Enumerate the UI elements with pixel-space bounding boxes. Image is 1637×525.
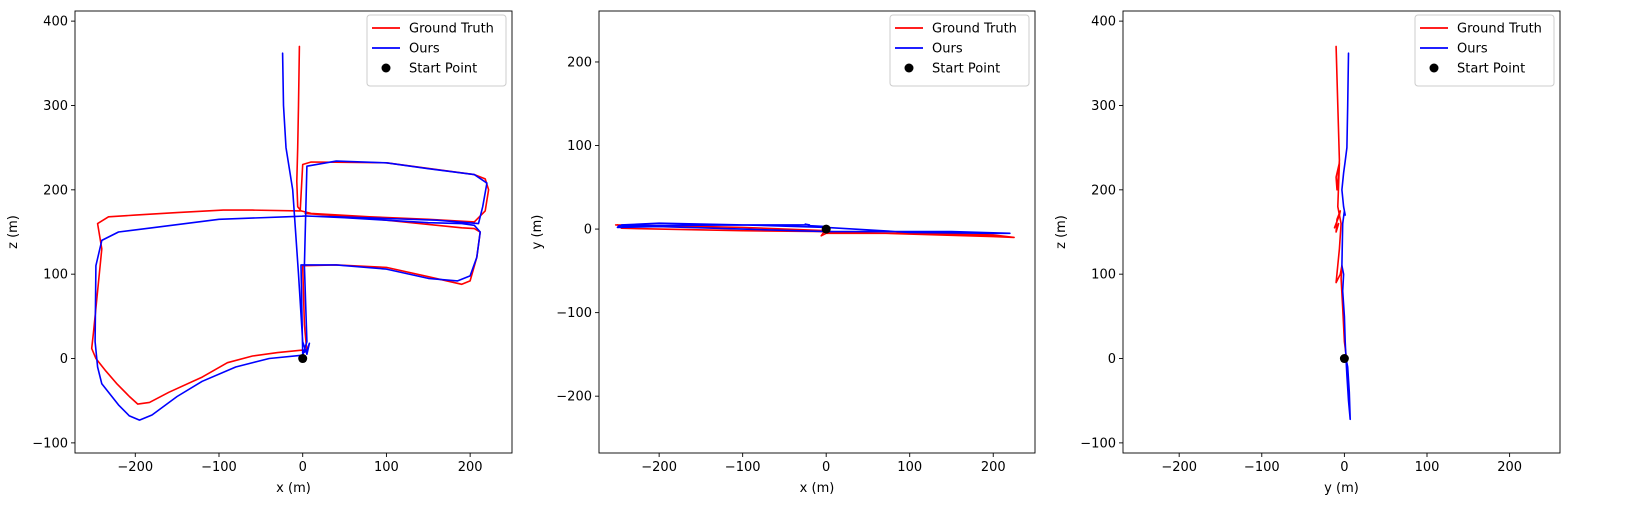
start-point-marker xyxy=(821,224,831,234)
x-tick-label: −200 xyxy=(641,460,677,475)
y-tick-label: 100 xyxy=(567,139,592,154)
y-tick-label: 400 xyxy=(43,15,68,30)
x-tick-label: 100 xyxy=(897,460,922,475)
x-axis-label: x (m) xyxy=(800,481,835,496)
legend-label: Ground Truth xyxy=(932,22,1017,37)
legend-label: Start Point xyxy=(409,62,477,77)
x-tick-label: −200 xyxy=(117,460,153,475)
y-tick-label: 200 xyxy=(567,55,592,70)
plot-area xyxy=(90,45,490,421)
y-tick-label: −100 xyxy=(556,306,592,321)
legend-label: Ours xyxy=(1457,42,1488,57)
ours-line xyxy=(94,52,488,421)
y-tick-label: −100 xyxy=(32,436,68,451)
ground-truth-line xyxy=(90,45,490,405)
legend: Ground Truth Ours Start Point xyxy=(1414,14,1555,87)
axes-frame xyxy=(1122,10,1561,454)
legend: Ground Truth Ours Start Point xyxy=(366,14,507,87)
legend-label: Start Point xyxy=(932,62,1000,77)
x-tick-label: 200 xyxy=(1497,460,1522,475)
plot-area xyxy=(614,222,1015,239)
start-point-marker xyxy=(298,354,308,364)
x-tick-label: 100 xyxy=(374,460,399,475)
y-tick-label: −200 xyxy=(556,390,592,405)
x-tick-label: 0 xyxy=(1340,460,1348,475)
legend-marker xyxy=(381,63,391,73)
y-tick-label: 300 xyxy=(43,99,68,114)
x-axis-label: y (m) xyxy=(1324,481,1359,496)
y-tick-label: −100 xyxy=(1080,436,1116,451)
x-tick-label: 0 xyxy=(822,460,830,475)
x-tick-label: −200 xyxy=(1161,460,1197,475)
y-tick-label: 0 xyxy=(1108,352,1116,367)
y-tick-label: 300 xyxy=(1091,99,1116,114)
x-axis-label: x (m) xyxy=(276,481,311,496)
legend-label: Ground Truth xyxy=(1457,22,1542,37)
x-tick-label: −100 xyxy=(725,460,761,475)
axes-frame xyxy=(74,10,513,454)
ground-truth-line xyxy=(614,224,1015,239)
x-tick-label: 0 xyxy=(299,460,307,475)
legend-box xyxy=(889,14,1030,87)
x-tick-label: 100 xyxy=(1415,460,1440,475)
y-tick-label: 100 xyxy=(1091,268,1116,283)
y-tick-label: 0 xyxy=(60,352,68,367)
legend-marker xyxy=(1429,63,1439,73)
legend-label: Ground Truth xyxy=(409,22,494,37)
legend-label: Ours xyxy=(932,42,963,57)
panel-1: −200 −100 0 100 200 −100 0 100 200 300 400 x (m) z (… xyxy=(6,10,513,496)
legend-label: Ours xyxy=(409,42,440,57)
legend-box xyxy=(1414,14,1555,87)
x-tick-label: 200 xyxy=(458,460,483,475)
y-axis-label: z (m) xyxy=(6,215,21,249)
legend-marker xyxy=(904,63,914,73)
y-axis-label: y (m) xyxy=(530,215,545,250)
legend-box xyxy=(366,14,507,87)
panel-2: −200 −100 0 100 200 −200 −100 0 100 200 x (m) y (m)… xyxy=(530,10,1036,496)
plot-area xyxy=(1333,45,1351,421)
legend-label: Start Point xyxy=(1457,62,1525,77)
legend: Ground Truth Ours Start Point xyxy=(889,14,1030,87)
y-tick-label: 400 xyxy=(1091,15,1116,30)
ours-line xyxy=(1341,52,1351,421)
panel-3: −200 −100 0 100 200 −100 0 100 200 300 400 y (m) z (… xyxy=(1054,10,1561,496)
x-tick-label: −100 xyxy=(1244,460,1280,475)
y-tick-label: 200 xyxy=(43,183,68,198)
axes-frame xyxy=(598,10,1036,454)
y-tick-label: 0 xyxy=(584,223,592,238)
x-tick-label: −100 xyxy=(201,460,237,475)
y-tick-label: 200 xyxy=(1091,183,1116,198)
start-point-marker xyxy=(1339,354,1349,364)
ground-truth-line xyxy=(1333,210,1342,233)
y-tick-label: 100 xyxy=(43,268,68,283)
ground-truth-line xyxy=(1335,45,1347,360)
x-tick-label: 200 xyxy=(981,460,1006,475)
y-axis-label: z (m) xyxy=(1054,215,1069,249)
